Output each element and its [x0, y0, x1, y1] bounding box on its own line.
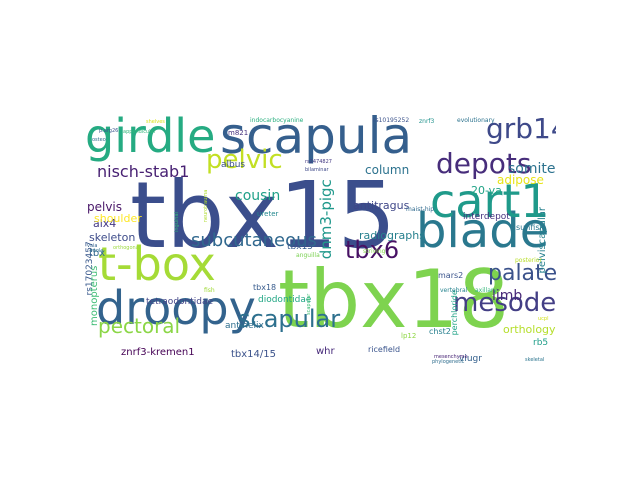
word-p-arg26: p.arg26 [99, 128, 119, 134]
word-ureter: ureter [257, 210, 279, 218]
word-somite: somite [508, 161, 556, 177]
word-depots: depots [436, 147, 532, 180]
word-monopterus: monopterus [89, 265, 100, 326]
word-limb: limb [492, 288, 523, 304]
word-radiographs: radiographs [359, 229, 425, 242]
word-phylogenetic: phylogenetic [432, 359, 465, 365]
word-grb14: grb14 [486, 112, 556, 145]
word-osteo: osteo [92, 137, 106, 143]
word-vaia: vaia [87, 243, 98, 249]
word-skeletal: skeletal [525, 357, 545, 363]
word-rb5: rb5 [533, 338, 549, 348]
word-column: column [365, 163, 410, 177]
word-tbx14-15: tbx14/15 [231, 349, 277, 360]
word-lp12: lp12 [401, 332, 417, 340]
word-tbx15: tbx15 [287, 242, 314, 252]
word-mars2: mars2 [438, 271, 464, 280]
word-maist-hip: maist-hip [406, 206, 435, 213]
word-tbx18: tbx18 [253, 283, 277, 292]
word-fish: fish [204, 287, 215, 294]
word-appendicular: appendicular [123, 129, 156, 135]
word-albus: albus [221, 160, 246, 170]
word-mesoderm: mesoderm [453, 288, 556, 318]
word-nisch-stab1: nisch-stab1 [97, 162, 190, 181]
word-diodontidae: diodontidae [258, 295, 312, 305]
word-mesenchyme: mesenchyme [434, 354, 468, 360]
word-vertebral: vertebral [440, 287, 468, 294]
word-dnm3-pigc: dnm3-pigc [317, 179, 335, 260]
word-whr: whr [316, 346, 335, 357]
word-cousin: cousin [235, 188, 281, 204]
word-cart1: cart1 [430, 174, 550, 228]
word-tbx: tbx [89, 248, 106, 259]
word-viugr: viugr [459, 354, 482, 364]
word-rs2474827: rs2474827 [305, 159, 332, 165]
word-alx4: alx4 [93, 217, 117, 230]
word-20-va: 20-va [471, 184, 502, 197]
word-rs10195252: rs10195252 [373, 117, 410, 124]
word-chst2: chst2 [429, 327, 451, 336]
word-girdle: girdle [85, 110, 216, 163]
word-mola: mola [91, 248, 104, 254]
word-pelvis: pelvis [87, 200, 123, 214]
word-pectoral: pectoral [98, 314, 181, 338]
word-znrf3-kremen1: znrf3-kremen1 [121, 347, 195, 358]
word-evolutionary: evolutionary [457, 117, 495, 124]
word-tbx6: tbx6 [345, 236, 400, 264]
word-orthology: orthology [503, 323, 556, 336]
word-adipose: adipose [497, 173, 544, 187]
word-posterior: posterior [515, 257, 542, 264]
word-axillary: axillary [475, 287, 497, 294]
word-striving: striving [363, 248, 386, 255]
word-sunfish: sunfish [516, 223, 545, 232]
word-droopy: droopy [96, 281, 256, 335]
word-shelves: shelves [146, 119, 165, 125]
word-neurotrauma: neurotrauma [203, 189, 209, 223]
word-m821: m821 [228, 129, 249, 137]
word-shoulder: shoulder [94, 212, 142, 225]
word-scapular: scapular [306, 293, 312, 315]
word-blade: blade [416, 203, 550, 259]
word-t-box: t-box [98, 237, 216, 291]
word-subcutaneous: subcutaneous [191, 230, 317, 251]
word-cloud: tbx15 tbx18 scapula blade cart1 girdle droopy t… [83, 110, 556, 375]
word-antihelix: antihelix [225, 321, 264, 331]
word-indocarbocyanine: indocarbocyanine [250, 117, 304, 124]
word-scapula: scapula [220, 110, 413, 165]
word-anguilla: anguilla [296, 252, 320, 259]
word-bilaminar: bilaminar [305, 167, 329, 173]
word-znrf3: znrf3 [419, 118, 435, 125]
word-interdepot: interdepot [463, 212, 510, 222]
word-tetraodontidae: tetraodontidae [146, 297, 214, 307]
word-scapular: scapular [238, 305, 341, 333]
word-ucpl: ucpl [538, 316, 549, 322]
word-pelvic: pelvic [206, 145, 283, 175]
word-perchloride: perchloride [450, 290, 459, 336]
word-antitragus: antitragus [353, 199, 410, 212]
word-inguinal: inguinal [174, 212, 180, 232]
word-ricefield: ricefield [368, 345, 401, 354]
word-orthogonal: orthogonal [113, 245, 141, 251]
word-tbx15: tbx15 [130, 162, 396, 269]
word-palate: palate [488, 261, 556, 286]
word-tbx18: tbx18 [278, 253, 510, 346]
word-skeleton: skeleton [89, 231, 136, 244]
